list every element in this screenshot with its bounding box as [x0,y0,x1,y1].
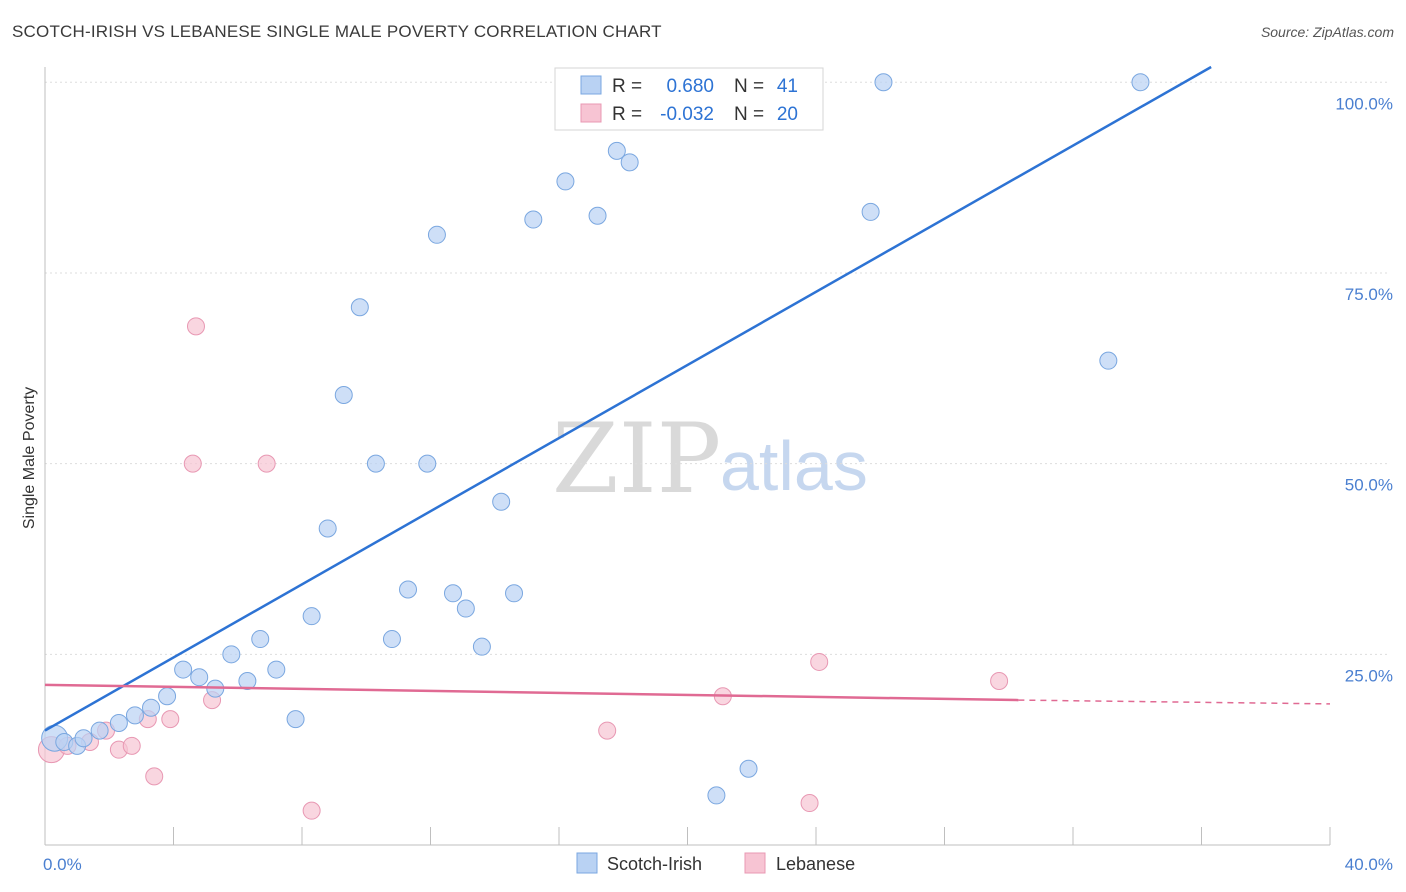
y-tick-label-1: 50.0% [1345,476,1393,495]
scotch-irish-point-12 [222,645,241,664]
axes [44,67,1331,846]
scotch-irish-point-26 [443,584,462,603]
lebanese-point-13 [302,801,321,820]
series-legend-swatch-scotch-irish [576,852,598,874]
series-legend-swatch-lebanese [744,852,766,874]
lebanese-point-12 [257,454,276,473]
scotch-irish-point-29 [492,492,511,511]
scotch-irish-point-40 [1099,351,1118,370]
series-legend-label-lebanese: Lebanese [776,854,855,874]
watermark-atlas: atlas [720,427,868,505]
scotch-irish-point-21 [366,454,385,473]
scotch-irish-point-14 [251,630,270,649]
y-tick-label-3: 100.0% [1335,94,1393,113]
scotch-irish-point-3 [74,729,93,748]
scotch-irish-point-32 [556,172,575,191]
scotch-irish-point-38 [861,202,880,221]
lebanese-point-8 [161,710,180,729]
y-axis-label: Single Male Poverty [21,387,38,529]
scotch-irish-point-31 [524,210,543,229]
stats-legend: R = 0.680 N = 41 R = -0.032 N = 20 [554,67,824,131]
y-tick-label-2: 75.0% [1345,285,1393,304]
scotch-irish-point-24 [418,454,437,473]
legend-r-value-lebanese: -0.032 [660,104,714,125]
scotch-irish-point-16 [286,710,305,729]
lebanese-point-7 [145,767,164,786]
y-tick-label-0: 25.0% [1345,666,1393,685]
lebanese-trend-line [44,683,1019,702]
legend-swatch-scotch-irish [580,75,602,95]
scotch-irish-point-34 [607,141,626,160]
legend-r-value-scotch-irish: 0.680 [666,76,714,97]
scotch-irish-trend-line [44,65,1212,732]
scotch-irish-point-27 [456,599,475,618]
scotch-irish-point-10 [190,668,209,687]
lebanese-point-14 [598,721,617,740]
series-legend: Scotch-Irish Lebanese [576,852,855,874]
scotch-irish-point-4 [90,721,109,740]
x-tick-labels: 0.0% 40.0% [43,855,1393,874]
scotch-irish-point-36 [707,786,726,805]
y-tick-labels: 25.0% 50.0% 75.0% 100.0% [1335,94,1393,685]
lebanese-trend-extension [1018,699,1331,705]
lebanese-point-5 [122,736,141,755]
grid-lines [45,81,1390,655]
source-label: Source: ZipAtlas.com [1260,24,1394,40]
scotch-irish-point-37 [739,759,758,778]
scotch-irish-point-18 [318,519,337,538]
legend-swatch-lebanese [580,103,602,123]
lebanese-point-10 [186,317,205,336]
scotch-irish-point-25 [427,225,446,244]
lebanese-points [37,317,1009,820]
chart-title: SCOTCH-IRISH VS LEBANESE SINGLE MALE POV… [12,22,662,41]
scotch-irish-point-35 [620,153,639,172]
scotch-irish-point-9 [174,660,193,679]
lebanese-point-9 [183,454,202,473]
scotch-irish-point-23 [399,580,418,599]
scotch-irish-point-41 [1131,73,1150,92]
scotch-irish-point-13 [238,672,257,691]
legend-n-value-scotch-irish: 41 [777,76,798,97]
x-tick-label-0: 0.0% [43,855,82,874]
legend-r-label-lebanese: R = [612,104,642,125]
scotch-irish-point-8 [158,687,177,706]
trend-lines [44,65,1331,732]
scotch-irish-point-22 [382,630,401,649]
watermark-zip: ZIP [552,403,721,515]
scotch-irish-point-20 [350,298,369,317]
lebanese-point-16 [800,794,819,813]
series-legend-label-scotch-irish: Scotch-Irish [607,854,702,874]
legend-n-value-lebanese: 20 [777,104,798,125]
scotch-irish-point-33 [588,206,607,225]
scotch-irish-point-15 [267,660,286,679]
scotch-irish-point-19 [334,385,353,404]
watermark: ZIP atlas [552,403,868,515]
scotch-irish-point-28 [472,637,491,656]
x-tick-label-1: 40.0% [1345,855,1393,874]
legend-n-label-scotch-irish: N = [734,76,764,97]
scotch-irish-point-5 [109,713,128,732]
scotch-irish-point-30 [505,584,524,603]
lebanese-point-17 [810,652,829,671]
scotch-irish-points [41,73,1150,805]
legend-r-label-scotch-irish: R = [612,76,642,97]
scotch-irish-point-7 [142,698,161,717]
scotch-irish-point-6 [125,706,144,725]
scotch-irish-point-39 [874,73,893,92]
legend-n-label-lebanese: N = [734,104,764,125]
lebanese-point-18 [990,672,1009,691]
scotch-irish-point-17 [302,607,321,626]
